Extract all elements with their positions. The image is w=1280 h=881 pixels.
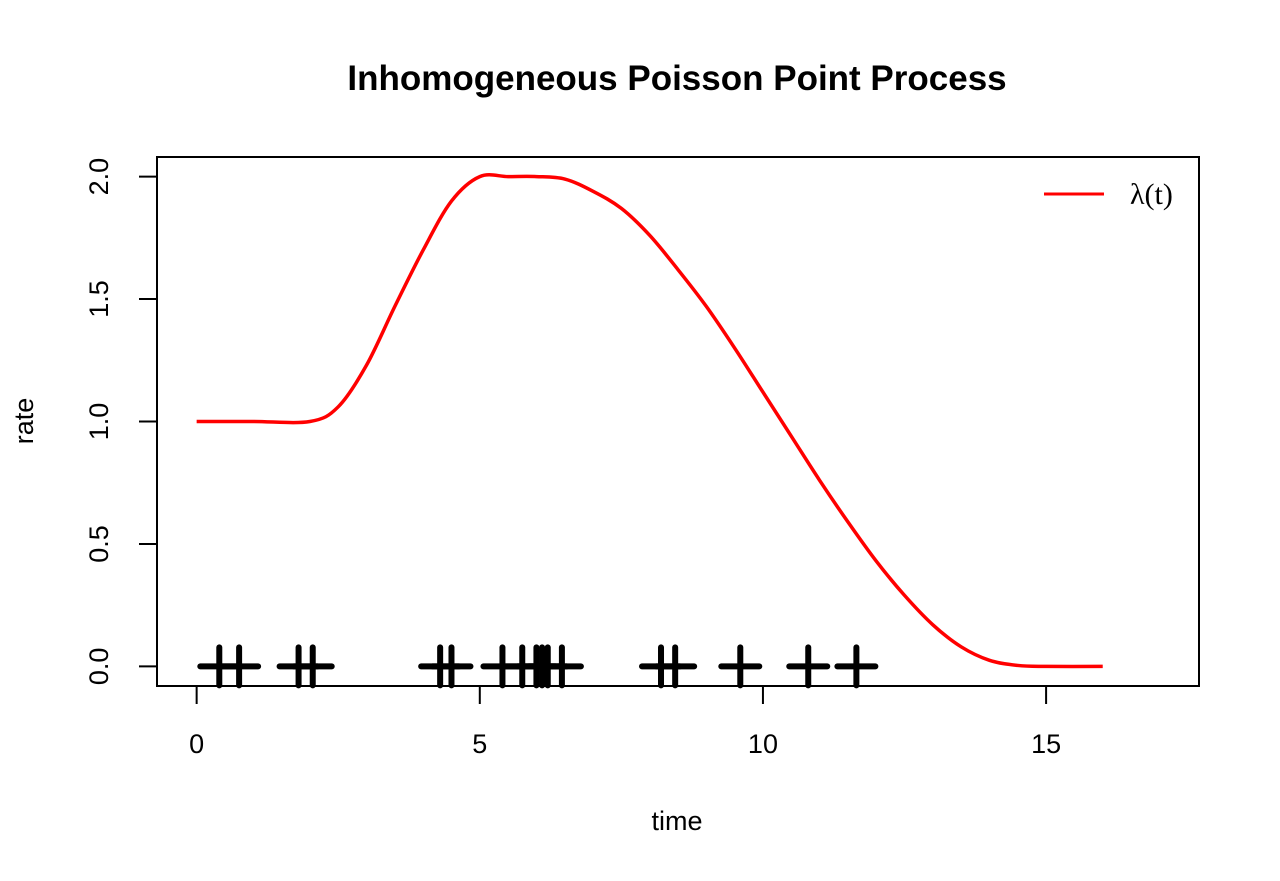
y-axis-label: rate <box>9 398 39 445</box>
y-tick-label: 0.5 <box>84 525 114 563</box>
series-line-0 <box>196 173 1103 669</box>
legend-entry-label: λ(t) <box>1130 178 1173 211</box>
x-axis-label: time <box>651 806 702 836</box>
event-marker <box>539 644 584 689</box>
events-layer <box>197 644 879 689</box>
y-tick-label: 0.0 <box>84 648 114 686</box>
x-tick-label: 15 <box>1031 729 1061 759</box>
event-marker <box>429 644 474 689</box>
y-tick-label: 2.0 <box>84 158 114 196</box>
legend: λ(t) <box>1044 178 1173 211</box>
event-marker <box>217 644 262 689</box>
y-axis: 0.0 0.5 1.0 1.5 2.0 <box>84 158 158 686</box>
event-marker <box>290 644 335 689</box>
event-marker <box>834 644 879 689</box>
x-tick-label: 5 <box>472 729 487 759</box>
event-marker <box>653 644 698 689</box>
event-marker <box>786 644 831 689</box>
y-tick-label: 1.0 <box>84 403 114 441</box>
chart-title: Inhomogeneous Poisson Point Process <box>347 59 1006 98</box>
event-marker <box>718 644 763 689</box>
y-tick-label: 1.5 <box>84 280 114 318</box>
x-tick-label: 10 <box>748 729 778 759</box>
x-tick-label: 0 <box>189 729 204 759</box>
x-axis: 0 5 10 15 <box>189 685 1061 759</box>
series-layer <box>196 173 1103 669</box>
